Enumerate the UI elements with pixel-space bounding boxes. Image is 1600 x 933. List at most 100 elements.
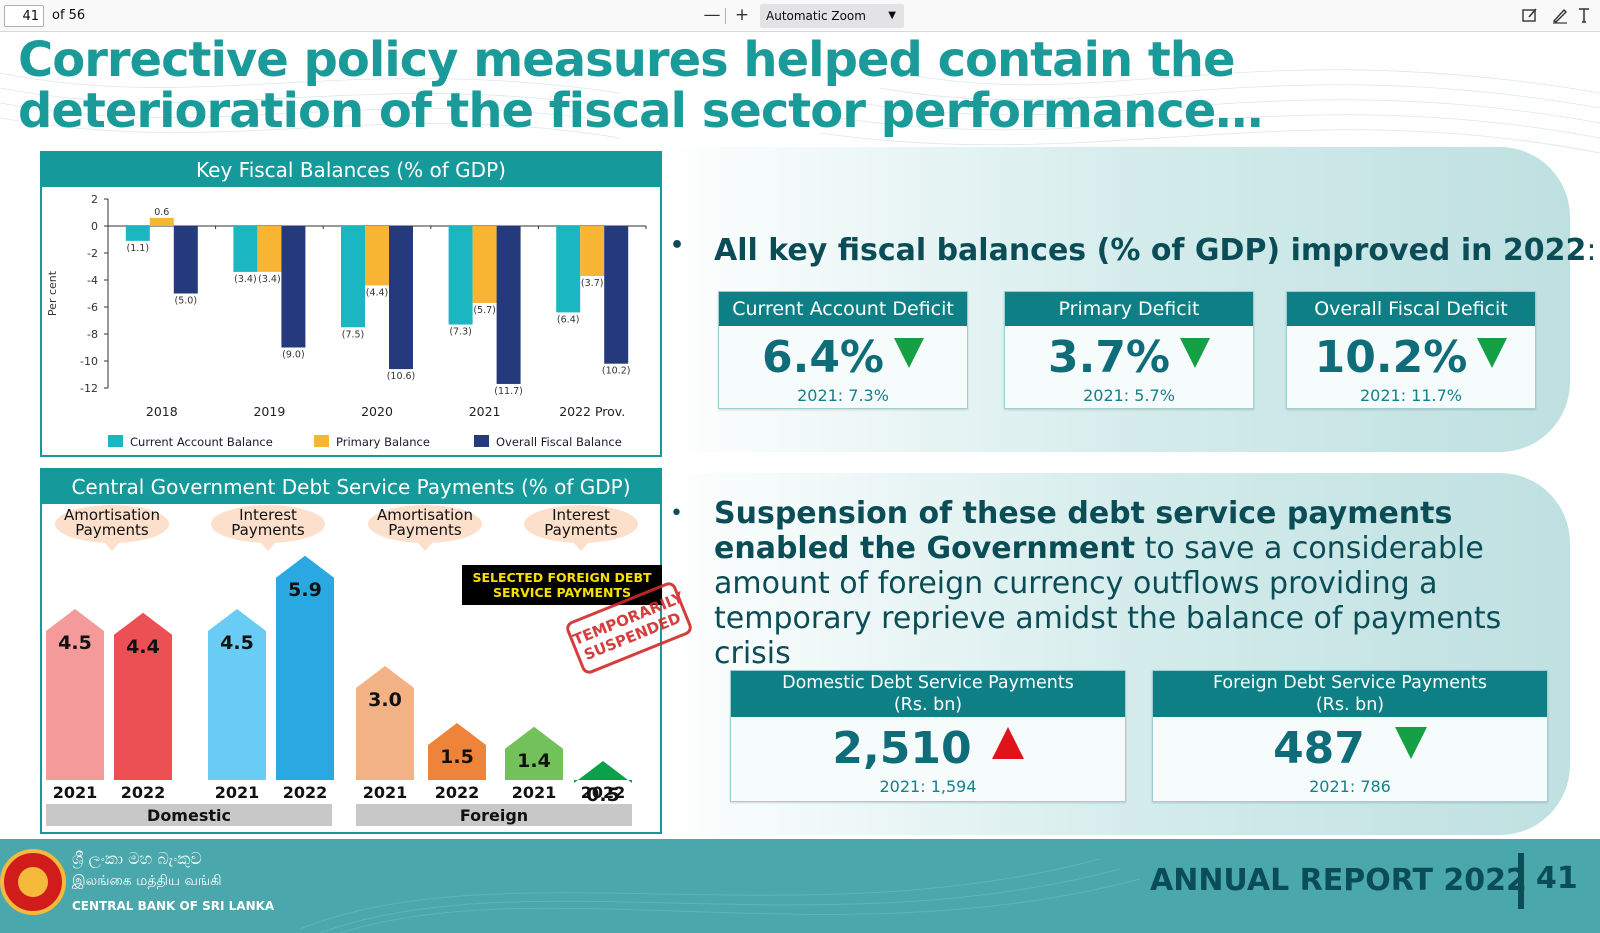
bar-current-account-balance bbox=[448, 226, 473, 325]
legend-swatch bbox=[108, 435, 123, 447]
debt-bar bbox=[208, 609, 266, 780]
highlight-icon[interactable] bbox=[1520, 6, 1540, 26]
annual-report-label: ANNUAL REPORT 2022 bbox=[1150, 863, 1527, 898]
footer-divider bbox=[1518, 853, 1524, 909]
debt-bar-value: 4.5 bbox=[220, 632, 254, 654]
text-icon[interactable] bbox=[1574, 6, 1594, 26]
debt-bar-year: 2022 bbox=[581, 783, 626, 802]
payment-type-bubble bbox=[55, 505, 169, 543]
debt-bar-year: 2022 bbox=[283, 783, 328, 802]
group-band bbox=[356, 804, 632, 826]
group-band bbox=[46, 804, 332, 826]
bar-overall-fiscal-balance bbox=[281, 226, 306, 348]
bullet-debt-rest: to save a considerable amount of foreign… bbox=[714, 531, 1502, 671]
legend-label: Current Account Balance bbox=[130, 435, 273, 449]
payment-type-bubble bbox=[368, 505, 482, 543]
payment-type-bubble bbox=[524, 505, 638, 543]
bar-primary-balance bbox=[580, 226, 605, 276]
kpi-card-title: Primary Deficit bbox=[1005, 292, 1253, 326]
legend-swatch bbox=[314, 435, 329, 447]
zoom-out-button[interactable]: — bbox=[703, 5, 721, 25]
debt-bar-value: 3.0 bbox=[368, 689, 402, 711]
zoom-select[interactable]: Automatic Zoom ▼ bbox=[760, 4, 904, 28]
debt-bar-year: 2021 bbox=[53, 783, 98, 802]
bullet-colon: : bbox=[1586, 233, 1597, 268]
data-label: (7.3) bbox=[449, 327, 472, 338]
bar-primary-balance bbox=[365, 226, 389, 286]
bar-current-account-balance bbox=[341, 226, 365, 328]
kpi-card-title: Current Account Deficit bbox=[719, 292, 967, 326]
debt-bar-year: 2021 bbox=[512, 783, 557, 802]
debt-bar bbox=[505, 726, 563, 780]
payment-type-label-2: Payments bbox=[75, 521, 149, 539]
data-label: (9.0) bbox=[282, 350, 305, 361]
group-label: Foreign bbox=[460, 806, 528, 825]
draw-icon[interactable] bbox=[1550, 6, 1570, 26]
kpi-card-value-row: 10.2% bbox=[1287, 334, 1535, 382]
debt-bar-year: 2022 bbox=[121, 783, 166, 802]
bank-name-english: CENTRAL BANK OF SRI LANKA bbox=[72, 899, 275, 913]
data-label: 0.6 bbox=[154, 207, 169, 218]
bank-name-sinhala: ශ්‍රී ලංකා මහ බැංකුව bbox=[72, 849, 202, 868]
kpi-card-previous: 2021: 7.3% bbox=[797, 386, 889, 405]
stamp-label: SELECTED FOREIGN DEBT SERVICE PAYMENTS bbox=[462, 565, 662, 605]
bubble-pointer bbox=[103, 541, 121, 551]
kpi-card: Current Account Deficit 6.4% 2021: 7.3% bbox=[718, 291, 968, 409]
legend-swatch bbox=[474, 435, 489, 447]
payment-type-bubble bbox=[211, 505, 325, 543]
debt-bar bbox=[428, 723, 486, 780]
fiscal-chart-title: Key Fiscal Balances (% of GDP) bbox=[42, 153, 660, 187]
y-axis-label: Per cent bbox=[46, 270, 59, 316]
trend-down-icon bbox=[1394, 727, 1427, 759]
y-tick-label: -4 bbox=[87, 274, 98, 287]
debt-card-title-line2: (Rs. bn) bbox=[1315, 695, 1385, 715]
debt-card-value: 487 bbox=[1273, 723, 1365, 774]
debt-card-title-line1: Foreign Debt Service Payments bbox=[1212, 673, 1488, 693]
chevron-down-icon: ▼ bbox=[888, 10, 896, 21]
data-label: (11.7) bbox=[494, 386, 523, 397]
data-label: (5.7) bbox=[473, 305, 496, 316]
x-tick-label: 2019 bbox=[253, 404, 285, 419]
bar-current-account-balance bbox=[556, 226, 581, 313]
footer-pattern bbox=[299, 858, 1141, 933]
y-tick-label: -2 bbox=[87, 247, 98, 260]
debt-card-value-row: 487 bbox=[1153, 725, 1547, 773]
debt-card-value: 2,510 bbox=[832, 723, 972, 774]
bar-overall-fiscal-balance bbox=[173, 226, 198, 294]
trend-down-icon bbox=[1477, 338, 1508, 368]
zoom-in-button[interactable]: + bbox=[734, 5, 750, 25]
bar-overall-fiscal-balance bbox=[389, 226, 413, 370]
debt-bar-value: 4.5 bbox=[58, 632, 92, 654]
zoom-label: Automatic Zoom bbox=[766, 9, 866, 23]
group-label: Domestic bbox=[147, 806, 231, 825]
data-label: (10.2) bbox=[602, 366, 631, 377]
debt-card-previous: 2021: 786 bbox=[1309, 777, 1391, 796]
bank-name-tamil: இலங்கை மத்திய வங்கி bbox=[72, 873, 222, 889]
bar-primary-balance bbox=[472, 226, 497, 303]
debt-card-title: Foreign Debt Service Payments (Rs. bn) bbox=[1153, 671, 1547, 717]
bullet-dot: • bbox=[670, 501, 683, 526]
data-label: (10.6) bbox=[387, 371, 416, 382]
fiscal-balances-chart: 2 0 -2 -4 -6 -8 -10 -12 Per cent 2018 (1.1) 0.6 (5.0… bbox=[46, 193, 647, 449]
slide-page: Corrective policy measures helped contai… bbox=[0, 33, 1600, 933]
kpi-card-value: 10.2% bbox=[1314, 332, 1468, 383]
trend-up-icon bbox=[991, 727, 1024, 759]
page-count: of 56 bbox=[52, 8, 86, 23]
x-tick-label: 2022 Prov. bbox=[559, 404, 625, 419]
page-number-input[interactable] bbox=[4, 5, 44, 27]
y-tick-label: -10 bbox=[80, 355, 98, 368]
debt-bar-value: 1.5 bbox=[440, 746, 474, 768]
debt-bar bbox=[46, 609, 104, 780]
payment-type-label-2: Payments bbox=[544, 521, 618, 539]
data-label: (3.4) bbox=[258, 274, 281, 285]
debt-bar-value: 1.4 bbox=[517, 750, 551, 772]
debt-card: Domestic Debt Service Payments (Rs. bn) 2,… bbox=[730, 670, 1126, 802]
data-label: (1.1) bbox=[127, 243, 150, 254]
kpi-card-value-row: 3.7% bbox=[1005, 334, 1253, 382]
x-tick-label: 2020 bbox=[361, 404, 393, 419]
bubble-pointer bbox=[259, 541, 277, 551]
payment-type-label-1: Amortisation bbox=[377, 506, 473, 524]
debt-bar-value: 4.4 bbox=[126, 636, 160, 658]
legend-label: Primary Balance bbox=[336, 435, 430, 449]
debt-bar-value: 0.5 bbox=[586, 784, 620, 806]
